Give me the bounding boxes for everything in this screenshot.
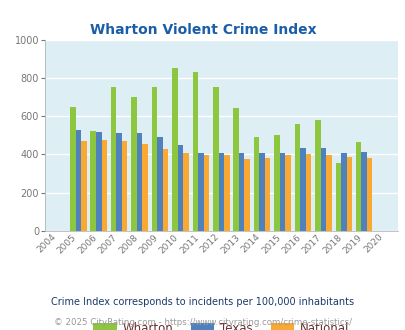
Bar <box>90 131 96 231</box>
Bar <box>325 155 331 231</box>
Bar <box>259 153 264 231</box>
Bar <box>96 132 101 231</box>
Bar <box>122 141 127 231</box>
Bar <box>239 153 244 231</box>
Bar <box>264 158 270 231</box>
Bar <box>233 108 239 231</box>
Bar <box>75 130 81 231</box>
Bar <box>101 140 107 231</box>
Bar <box>335 163 340 231</box>
Text: Crime Index corresponds to incidents per 100,000 inhabitants: Crime Index corresponds to incidents per… <box>51 297 354 307</box>
Bar <box>116 133 121 231</box>
Bar <box>183 153 188 231</box>
Bar <box>162 149 168 231</box>
Bar <box>346 157 351 231</box>
Bar <box>355 142 360 231</box>
Bar <box>151 87 157 231</box>
Bar <box>366 158 371 231</box>
Bar <box>294 124 299 231</box>
Bar <box>299 148 305 231</box>
Bar <box>136 133 142 231</box>
Bar <box>244 159 249 231</box>
Bar <box>218 153 224 231</box>
Bar <box>203 155 209 231</box>
Bar <box>274 135 279 231</box>
Bar <box>111 87 116 231</box>
Bar <box>213 87 218 231</box>
Bar <box>320 148 325 231</box>
Bar <box>314 120 320 231</box>
Bar <box>253 137 259 231</box>
Bar <box>198 153 203 231</box>
Text: Wharton Violent Crime Index: Wharton Violent Crime Index <box>90 23 315 37</box>
Bar <box>142 144 147 231</box>
Bar <box>224 155 229 231</box>
Bar <box>192 72 198 231</box>
Bar <box>279 152 285 231</box>
Bar <box>305 154 311 231</box>
Bar <box>340 152 346 231</box>
Bar <box>157 137 162 231</box>
Bar <box>172 68 177 231</box>
Bar <box>81 141 86 231</box>
Bar <box>360 151 366 231</box>
Bar <box>131 97 136 231</box>
Bar <box>285 155 290 231</box>
Text: © 2025 CityRating.com - https://www.cityrating.com/crime-statistics/: © 2025 CityRating.com - https://www.city… <box>54 318 351 327</box>
Legend: Wharton, Texas, National: Wharton, Texas, National <box>88 317 354 330</box>
Bar <box>70 107 75 231</box>
Bar <box>177 145 183 231</box>
